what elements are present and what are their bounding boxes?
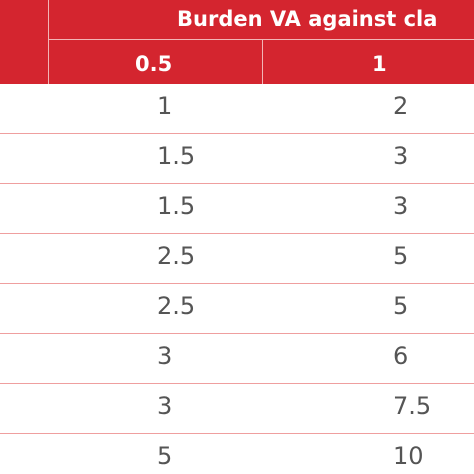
table-cell: 1 bbox=[157, 92, 173, 120]
table-cell: 7.5 bbox=[393, 392, 432, 420]
table-cell: 3 bbox=[393, 142, 409, 170]
table-cell: 3 bbox=[393, 192, 409, 220]
table-cell: 10 bbox=[393, 442, 424, 470]
table-cell: 2.5 bbox=[157, 242, 196, 270]
table-row: 2.5 5 bbox=[0, 234, 474, 284]
table-body: 1 2 1.5 3 1.5 3 2.5 5 2.5 5 3 6 3 7.5 5 bbox=[0, 84, 474, 474]
table-header: Burden VA against cla 0.5 1 bbox=[0, 0, 474, 84]
column-header-1: 1 bbox=[372, 52, 387, 76]
table-cell: 6 bbox=[393, 342, 409, 370]
table-cell: 1.5 bbox=[157, 192, 196, 220]
header-column-divider bbox=[48, 0, 49, 84]
table-row: 2.5 5 bbox=[0, 284, 474, 334]
table-cell: 3 bbox=[157, 342, 173, 370]
subheader-column-divider bbox=[262, 40, 263, 84]
table-row: 1.5 3 bbox=[0, 184, 474, 234]
table-cell: 3 bbox=[157, 392, 173, 420]
table-cell: 5 bbox=[157, 442, 173, 470]
table-row: 5 10 bbox=[0, 434, 474, 474]
group-header-title: Burden VA against cla bbox=[177, 7, 438, 31]
table-row: 3 6 bbox=[0, 334, 474, 384]
table-cell: 5 bbox=[393, 292, 409, 320]
table-cell: 2.5 bbox=[157, 292, 196, 320]
table-row: 3 7.5 bbox=[0, 384, 474, 434]
table-row: 1.5 3 bbox=[0, 134, 474, 184]
table-cell: 5 bbox=[393, 242, 409, 270]
table-cell: 2 bbox=[393, 92, 409, 120]
table-row: 1 2 bbox=[0, 84, 474, 134]
header-row-divider bbox=[49, 39, 474, 40]
table-cell: 1.5 bbox=[157, 142, 196, 170]
column-header-0-5: 0.5 bbox=[135, 52, 173, 76]
